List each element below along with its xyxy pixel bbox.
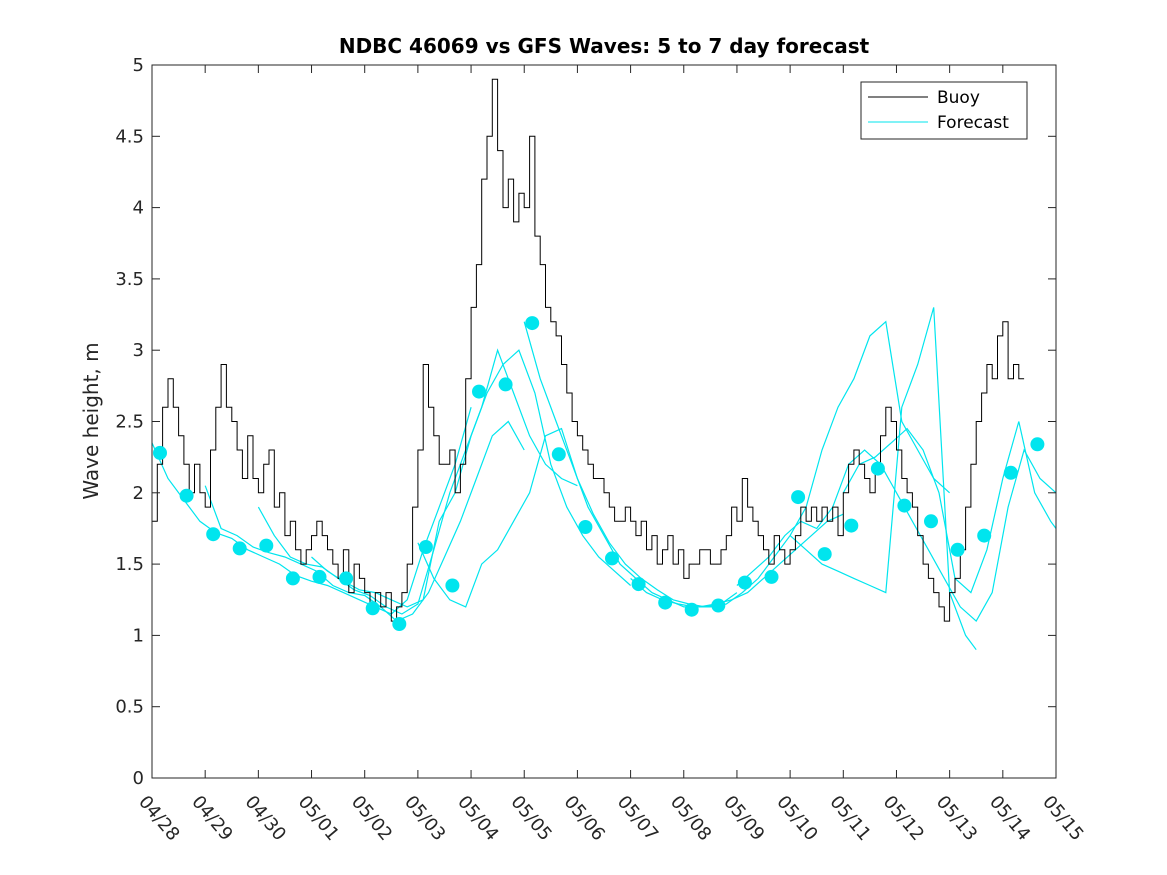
chart-title: NDBC 46069 vs GFS Waves: 5 to 7 day fore… bbox=[339, 34, 870, 58]
buoy-line bbox=[152, 78, 1025, 622]
forecast-marker bbox=[950, 542, 965, 557]
forecast-marker bbox=[418, 540, 433, 554]
forecast-marker bbox=[312, 569, 327, 584]
forecast-marker bbox=[285, 571, 300, 586]
plot-frame bbox=[151, 64, 1057, 779]
forecast-marker bbox=[392, 617, 407, 631]
forecast-marker bbox=[498, 377, 513, 392]
x-tick-label: 05/15 bbox=[1038, 792, 1087, 845]
forecast-marker bbox=[870, 461, 885, 476]
forecast-marker bbox=[631, 577, 646, 592]
forecast-marker bbox=[365, 601, 380, 616]
forecast-marker bbox=[711, 598, 726, 613]
x-tick-label: 05/03 bbox=[400, 792, 449, 845]
forecast-marker bbox=[179, 488, 194, 503]
y-tick-label: 1 bbox=[133, 625, 144, 646]
forecast-marker bbox=[153, 445, 167, 460]
x-tick-label: 05/01 bbox=[294, 792, 343, 845]
x-tick-label: 05/11 bbox=[825, 792, 874, 845]
forecast-marker bbox=[605, 551, 619, 566]
x-tick-label: 05/02 bbox=[347, 792, 396, 845]
forecast-marker bbox=[551, 447, 566, 462]
forecast-marker bbox=[259, 538, 274, 553]
forecast-marker bbox=[977, 528, 992, 543]
x-tick-label: 05/05 bbox=[506, 792, 555, 845]
y-tick-label: 1.5 bbox=[115, 554, 144, 575]
y-tick-label: 0.5 bbox=[115, 697, 144, 718]
forecast-marker bbox=[658, 595, 673, 610]
forecast-marker bbox=[684, 602, 699, 617]
forecast-line-0 bbox=[151, 407, 472, 615]
forecast-marker bbox=[445, 578, 460, 593]
y-axis: 0 0.5 1 1.5 2 2.5 3 3.5 4 4.5 5 bbox=[115, 55, 1056, 789]
x-tick-label: 05/06 bbox=[560, 792, 609, 845]
forecast-line-7 bbox=[736, 448, 1057, 623]
forecast-marker bbox=[897, 498, 912, 513]
x-tick-label: 05/12 bbox=[879, 792, 928, 845]
y-tick-label: 4.5 bbox=[115, 126, 144, 147]
forecast-marker bbox=[232, 541, 247, 556]
forecast-marker bbox=[764, 569, 779, 584]
forecast-marker bbox=[339, 571, 354, 586]
x-tick-label: 05/09 bbox=[719, 792, 768, 845]
x-tick-label: 04/28 bbox=[134, 792, 183, 845]
y-tick-label: 3.5 bbox=[115, 269, 144, 290]
forecast-marker bbox=[1030, 437, 1045, 452]
y-tick-label: 0 bbox=[133, 768, 144, 789]
y-tick-label: 2 bbox=[133, 483, 144, 504]
forecast-marker bbox=[817, 547, 832, 562]
forecast-marker bbox=[791, 490, 806, 505]
x-tick-label: 05/14 bbox=[985, 792, 1034, 845]
forecast-marker bbox=[737, 575, 752, 590]
y-tick-label: 4 bbox=[133, 198, 144, 219]
forecast-marker bbox=[525, 316, 540, 331]
x-tick-label: 05/08 bbox=[666, 792, 715, 845]
forecast-line-8 bbox=[789, 307, 977, 651]
x-axis: 04/28 04/29 04/30 05/01 05/02 05/03 05/04 05/05… bbox=[134, 65, 1088, 845]
forecast-line-9 bbox=[842, 421, 1057, 594]
y-tick-label: 2.5 bbox=[115, 412, 144, 433]
x-tick-label: 04/30 bbox=[241, 792, 290, 845]
forecast-marker bbox=[578, 520, 593, 534]
forecast-marker bbox=[924, 514, 938, 529]
forecast-marker bbox=[844, 518, 859, 533]
x-tick-label: 05/10 bbox=[772, 792, 821, 845]
x-tick-label: 05/04 bbox=[453, 792, 502, 845]
y-tick-label: 5 bbox=[133, 55, 144, 76]
y-tick-label: 3 bbox=[133, 340, 144, 361]
legend-forecast-label: Forecast bbox=[937, 113, 1009, 133]
x-tick-label: 05/07 bbox=[613, 792, 662, 845]
x-tick-label: 05/13 bbox=[932, 792, 981, 845]
forecast-marker bbox=[1003, 465, 1018, 480]
forecast-marker bbox=[206, 527, 221, 542]
y-axis-label: Wave height, m bbox=[79, 342, 103, 499]
forecast-line-2 bbox=[257, 348, 578, 615]
x-tick-label: 04/29 bbox=[187, 792, 236, 845]
forecast-marker bbox=[472, 384, 486, 399]
legend-box bbox=[860, 81, 1028, 140]
forecast-line-1 bbox=[204, 420, 525, 622]
legend: Buoy Forecast bbox=[860, 81, 1028, 140]
legend-buoy-label: Buoy bbox=[937, 88, 980, 108]
plot-area bbox=[151, 78, 1057, 651]
